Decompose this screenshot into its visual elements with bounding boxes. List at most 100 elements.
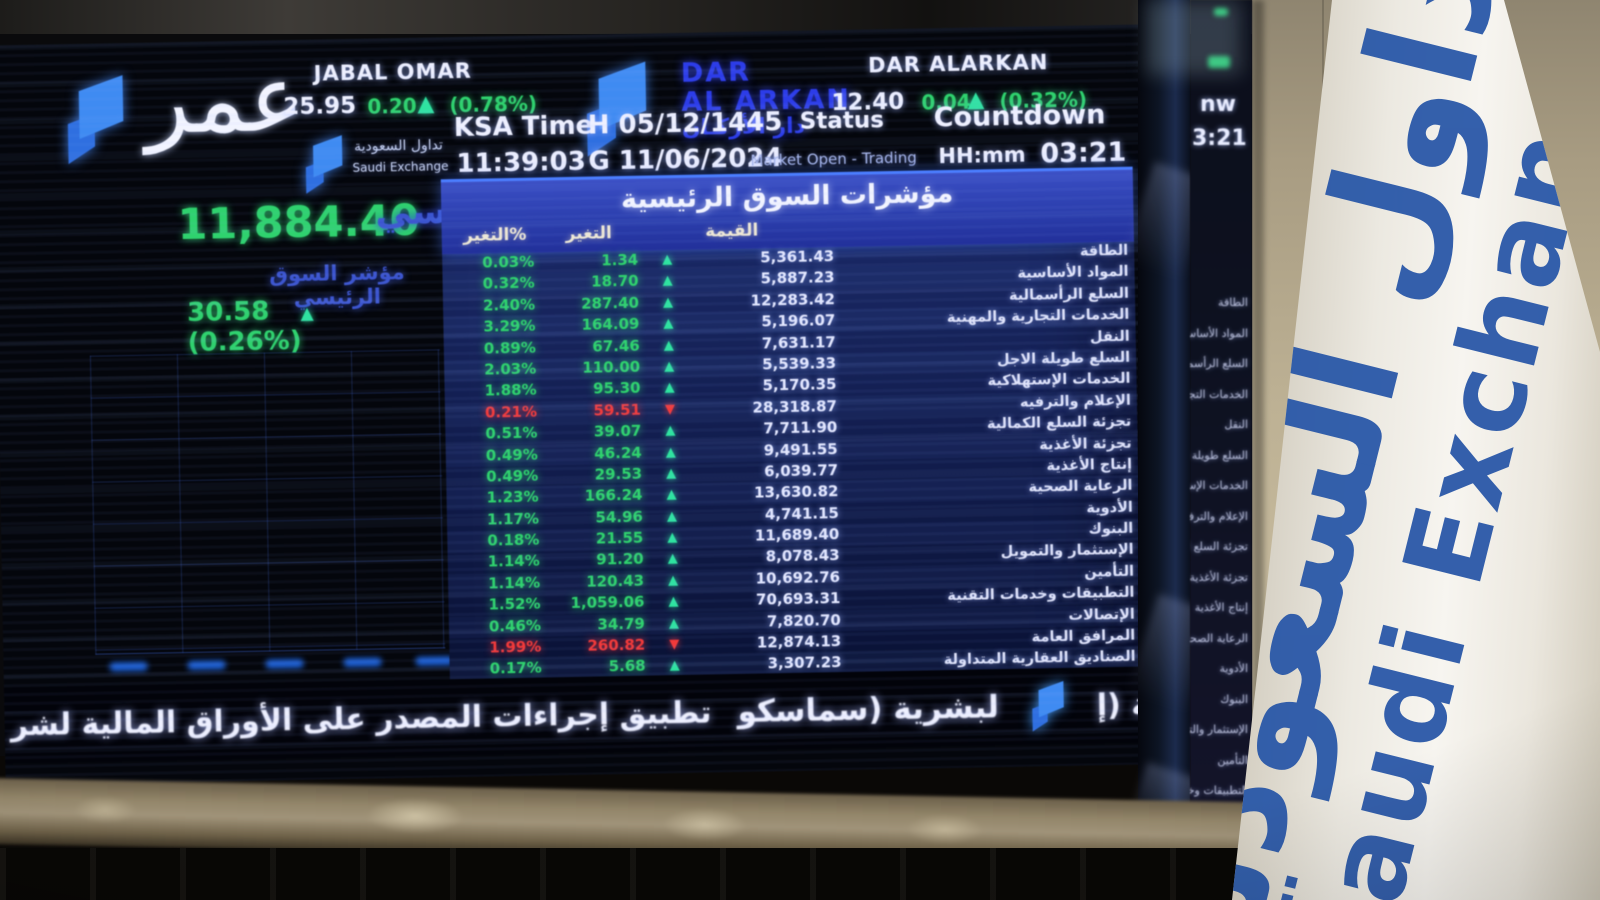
up-triangle-icon: ▲ [669,658,680,674]
change-cell: 95.30 [592,379,641,398]
change-cell: 34.79 [597,614,646,634]
table-header: مؤشرات السوق الرئيسية التغير% التغير الق… [440,166,1134,255]
change-cell: 120.43 [586,571,645,591]
change-pct-cell: 1.17% [486,509,540,529]
up-triangle-icon: ▲ [665,444,676,460]
floor-shadow [0,848,1252,900]
up-triangle-icon: ▲ [664,380,675,396]
change-pct-cell: 0.21% [484,402,538,422]
side-screen-sector-row: إنتاج الأغذية [1194,601,1248,614]
screen-bezel [1108,0,1220,900]
value-cell: 12,283.42 [750,289,836,310]
change-pct-cell: 1.52% [488,594,541,614]
market-status-value: Market Open - Trading [750,148,917,170]
ksa-time-value: 11:39:03 [456,146,587,180]
change-cell: 166.24 [584,485,643,506]
jabal-omar-name: JABAL OMAR [313,58,473,86]
exchange-label-en: Saudi Exchange [352,159,449,175]
intraday-chart [89,349,454,672]
ticker-segment: تطبيق إجراءات المصدر على الأوراق المالية… [10,694,712,743]
side-screen-sector-row: الإعلام والترفيه [1190,509,1248,523]
reflection-glow [1146,0,1241,75]
change-pct-cell: 0.49% [485,466,539,486]
value-cell: 8,078.43 [765,546,840,566]
side-screen-sector-row: التأمين [1217,753,1248,767]
change-pct-cell: 0.89% [483,338,536,358]
side-screen-sector-row: الخدمات التجارية والمهنية [1190,387,1248,401]
change-cell: 21.55 [595,528,644,548]
up-triangle-icon: ▲ [662,294,674,311]
countdown-format: HH:mm [938,142,1026,169]
saudi-exchange-logo-icon [53,75,137,164]
change-cell: 260.82 [587,635,646,655]
side-screen-countdown: 3:21 [1192,126,1247,151]
up-triangle-icon: ▲ [666,487,677,503]
tasi-change-row: 30.58 ▲ (0.26%) [187,293,438,357]
value-cell: 70,693.31 [755,589,841,609]
change-pct-cell: 0.18% [487,530,540,550]
green-led-dot [1208,56,1230,68]
value-cell: 4,741.15 [764,503,840,524]
chart-axis-tick [187,660,226,671]
column-header-change: التغير [565,223,613,245]
side-screen-sector-row: تجزئة الأغذية [1190,570,1248,584]
side-screen-sector-row: الإستثمار والتمويل [1190,723,1248,736]
change-pct-cell: 1.14% [487,573,541,593]
value-cell: 7,631.17 [761,332,836,353]
jabal-omar-price: 25.95 [283,92,357,121]
chart-axis-tick [265,658,304,669]
change-pct-cell: 3.29% [483,316,536,336]
side-screen-sector-row: الطاقة [1218,296,1248,309]
up-triangle-icon: ▲ [667,530,678,546]
green-led-dot [1214,8,1228,16]
down-triangle-icon: ▼ [664,401,676,417]
saudi-exchange-logo-icon [1024,681,1071,732]
side-screen-sector-row: السلع الرأسمالية [1190,357,1248,370]
change-pct-cell: 2.40% [482,295,536,315]
change-pct-cell: 1.99% [489,637,542,657]
side-screen-sector-row: الأدوية [1219,662,1249,675]
change-pct-cell: 0.03% [482,252,535,272]
up-triangle-icon: ▲ [663,316,674,332]
up-triangle-icon: ▲ [668,615,680,631]
change-cell: 18.70 [591,272,639,291]
change-pct-cell: 0.49% [485,445,538,465]
change-cell: 46.24 [594,443,642,463]
value-cell: 5,196.07 [761,311,836,331]
table-title: مؤشرات السوق الرئيسية [620,177,954,216]
column-header-value: القيمة [704,220,759,242]
change-cell: 59.51 [593,400,642,420]
chart-axis-tick [343,657,382,668]
saudi-exchange-logo-icon [296,135,351,194]
dar-alarkan-name: DAR ALARKAN [867,50,1049,78]
up-triangle-icon: ▲ [663,337,674,353]
value-cell: 13,630.82 [753,482,839,502]
change-pct-cell: 0.32% [482,274,535,293]
side-screen-text: nw [1200,92,1236,117]
change-pct-cell: 1.14% [487,552,540,571]
up-triangle-icon: ▲ [665,423,676,439]
up-triangle-icon: ▲ [662,252,673,268]
countdown-value: 03:21 [1040,136,1127,170]
change-pct-cell: 1.23% [486,487,539,507]
side-screen-sector-row: النقل [1224,418,1248,431]
value-cell: 6,039.77 [763,460,839,481]
column-header-change-pct: التغير% [462,224,527,246]
change-cell: 1.34 [601,250,639,270]
up-triangle-icon: ▲ [667,572,679,589]
up-triangle-icon: ▲ [666,508,678,524]
ticker-segment: لبشرية (سماسكو [737,689,1000,730]
up-triangle-icon: ▲ [664,359,675,375]
chart-axis-tick [109,661,148,672]
exchange-label-ar: تداول السعودية [353,137,444,155]
value-cell: 11,689.40 [754,525,840,545]
value-cell: 5,887.23 [760,268,835,288]
change-cell: 29.53 [594,464,643,484]
market-indices-table: مؤشرات السوق الرئيسية التغير% التغير الق… [440,166,1143,704]
jabal-omar-change: 0.20 [367,93,417,119]
change-cell: 1,059.06 [570,592,645,613]
jabal-omar-logo: عمر [144,44,306,155]
value-cell: 5,539.33 [761,354,837,374]
hijri-date: H 05/12/1445 [587,107,783,141]
